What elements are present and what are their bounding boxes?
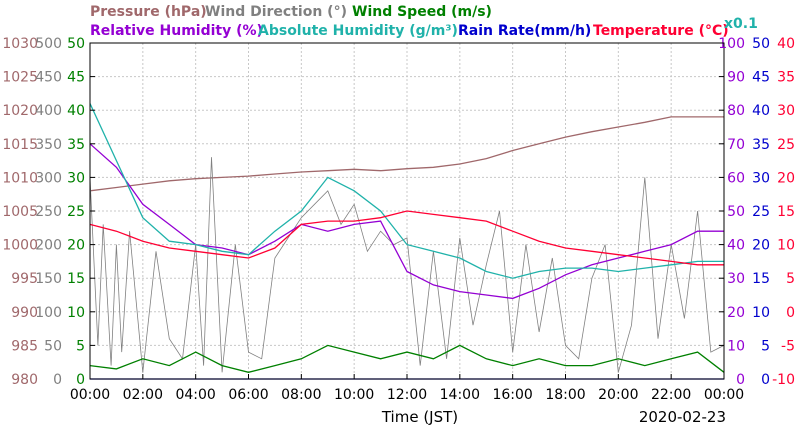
humidity-tick: 90 <box>727 70 745 86</box>
rain-rate-tick: 5 <box>761 338 770 354</box>
x-tick-label: 12:00 <box>387 387 427 403</box>
x-tick-label: 02:00 <box>123 387 163 403</box>
x-tick-label: 14:00 <box>440 387 480 403</box>
humidity-tick: 20 <box>727 305 745 321</box>
wind-speed-tick: 5 <box>76 338 85 354</box>
wind-direction-tick: 450 <box>35 70 62 86</box>
legend-pressure: Pressure (hPa) <box>90 4 207 20</box>
wind-speed-tick: 10 <box>67 305 85 321</box>
series-line-pressure-0 <box>89 116 724 192</box>
legend-temperature: Temperature (°C) <box>593 23 729 39</box>
pressure-tick: 1010 <box>2 170 38 186</box>
humidity-tick: 100 <box>718 36 745 52</box>
wind-direction-tick: 100 <box>35 305 62 321</box>
rain-rate-tick: 45 <box>752 70 770 86</box>
humidity-tick: 10 <box>727 338 745 354</box>
legend-relative-humidity: Relative Humidity (%) <box>90 23 263 39</box>
pressure-tick: 985 <box>11 338 38 354</box>
x-tick-label: 22:00 <box>651 387 691 403</box>
rain-rate-tick: 35 <box>752 137 770 153</box>
wind-direction-tick: 50 <box>44 338 62 354</box>
wind-speed-tick: 45 <box>67 70 85 86</box>
axes: 1030102510201015101010051000995990985980… <box>2 36 795 403</box>
temperature-tick: 40 <box>777 36 795 52</box>
pressure-tick: 1020 <box>2 103 38 119</box>
legend-rain-rate: Rain Rate(mm/h) <box>458 23 591 39</box>
x-tick-label: 16:00 <box>492 387 532 403</box>
legend: Pressure (hPa) Wind Direction (°) Wind S… <box>90 4 758 39</box>
humidity-tick: 60 <box>727 170 745 186</box>
pressure-tick: 1030 <box>2 36 38 52</box>
rain-rate-tick: 25 <box>752 204 770 220</box>
humidity-tick: 70 <box>727 137 745 153</box>
wind-speed-tick: 35 <box>67 137 85 153</box>
humidity-tick: 40 <box>727 238 745 254</box>
rain-rate-tick: 15 <box>752 271 770 287</box>
temperature-tick: 30 <box>777 103 795 119</box>
pressure-tick: 980 <box>11 372 38 388</box>
temperature-tick: -5 <box>781 338 795 354</box>
x-axis-label: Time (JST) <box>381 408 458 426</box>
rain-rate-tick: 20 <box>752 238 770 254</box>
wind-direction-tick: 150 <box>35 271 62 287</box>
temperature-tick: 25 <box>777 137 795 153</box>
wind-speed-tick: 20 <box>67 238 85 254</box>
series-line-temperature-6 <box>89 210 724 266</box>
wind-direction-tick: 300 <box>35 170 62 186</box>
wind-speed-tick: 40 <box>67 103 85 119</box>
legend-scale-note: x0.1 <box>724 16 758 32</box>
wind-direction-tick: 250 <box>35 204 62 220</box>
x-tick-label: 00:00 <box>704 387 744 403</box>
x-tick-label: 10:00 <box>334 387 374 403</box>
rain-rate-tick: 0 <box>761 372 770 388</box>
humidity-tick: 80 <box>727 103 745 119</box>
series-line-wind_direction-1 <box>89 157 725 373</box>
wind-speed-tick: 15 <box>67 271 85 287</box>
series-line-humidity-4 <box>89 103 724 279</box>
rain-rate-tick: 30 <box>752 170 770 186</box>
x-tick-label: 06:00 <box>228 387 268 403</box>
temperature-tick: 15 <box>777 204 795 220</box>
wind-direction-tick: 0 <box>53 372 62 388</box>
pressure-tick: 1015 <box>2 137 38 153</box>
legend-wind-direction: Wind Direction (°) <box>205 4 347 20</box>
x-tick-label: 04:00 <box>175 387 215 403</box>
series-line-wind_speed-2 <box>89 344 725 373</box>
temperature-tick: 5 <box>786 271 795 287</box>
x-tick-label: 18:00 <box>545 387 585 403</box>
pressure-tick: 1025 <box>2 70 38 86</box>
wind-speed-tick: 25 <box>67 204 85 220</box>
temperature-tick: 35 <box>777 70 795 86</box>
rain-rate-tick: 10 <box>752 305 770 321</box>
legend-wind-speed: Wind Speed (m/s) <box>352 4 492 20</box>
pressure-tick: 990 <box>11 305 38 321</box>
wind-direction-tick: 400 <box>35 103 62 119</box>
pressure-tick: 995 <box>11 271 38 287</box>
rain-rate-tick: 40 <box>752 103 770 119</box>
wind-speed-tick: 0 <box>76 372 85 388</box>
temperature-tick: 10 <box>777 238 795 254</box>
rain-rate-tick: 50 <box>752 36 770 52</box>
x-tick-label: 08:00 <box>281 387 321 403</box>
wind-direction-tick: 350 <box>35 137 62 153</box>
humidity-tick: 50 <box>727 204 745 220</box>
pressure-tick: 1005 <box>2 204 38 220</box>
date-label: 2020-02-23 <box>639 408 726 426</box>
pressure-tick: 1000 <box>2 238 38 254</box>
wind-direction-tick: 500 <box>35 36 62 52</box>
legend-absolute-humidity: Absolute Humidity (g/m³) <box>258 23 458 39</box>
wind-speed-tick: 30 <box>67 170 85 186</box>
temperature-tick: 0 <box>786 305 795 321</box>
humidity-tick: 0 <box>736 372 745 388</box>
wind-speed-tick: 50 <box>67 36 85 52</box>
wind-direction-tick: 200 <box>35 238 62 254</box>
humidity-tick: 30 <box>727 271 745 287</box>
temperature-tick: 20 <box>777 170 795 186</box>
temperature-tick: -10 <box>772 372 795 388</box>
x-tick-label: 00:00 <box>70 387 110 403</box>
x-tick-label: 20:00 <box>598 387 638 403</box>
